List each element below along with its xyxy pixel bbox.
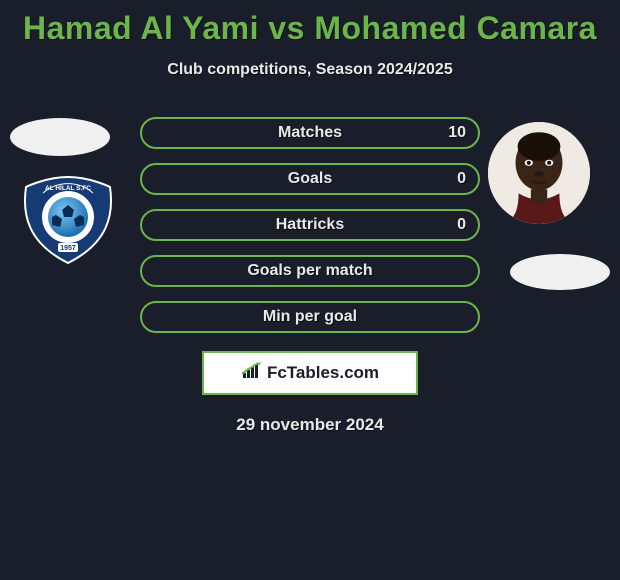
stat-row-hattricks: Hattricks 0 xyxy=(140,209,480,241)
stat-value-right: 0 xyxy=(457,170,466,188)
club-left-logo: AL HILAL S.FC 1957 xyxy=(18,175,118,265)
chart-icon xyxy=(241,362,263,385)
club-right-logo-placeholder xyxy=(510,254,610,290)
brand-text: FcTables.com xyxy=(267,363,379,383)
brand-box: FcTables.com xyxy=(202,351,418,395)
stat-row-goals: Goals 0 xyxy=(140,163,480,195)
stat-label: Min per goal xyxy=(263,308,357,326)
stat-value-right: 10 xyxy=(448,124,466,142)
stat-label: Goals xyxy=(288,170,332,188)
stat-label: Goals per match xyxy=(247,262,372,280)
stat-row-min-per-goal: Min per goal xyxy=(140,301,480,333)
stat-value-right: 0 xyxy=(457,216,466,234)
page-title: Hamad Al Yami vs Mohamed Camara xyxy=(0,0,620,47)
player-left-avatar-placeholder xyxy=(10,118,110,156)
stat-row-goals-per-match: Goals per match xyxy=(140,255,480,287)
date-line: 29 november 2024 xyxy=(0,415,620,435)
svg-text:AL HILAL S.FC: AL HILAL S.FC xyxy=(45,185,91,192)
subtitle: Club competitions, Season 2024/2025 xyxy=(0,61,620,79)
svg-text:1957: 1957 xyxy=(60,245,76,252)
player-right-avatar xyxy=(488,122,590,224)
stat-label: Matches xyxy=(278,124,342,142)
stat-row-matches: Matches 10 xyxy=(140,117,480,149)
stat-label: Hattricks xyxy=(276,216,344,234)
